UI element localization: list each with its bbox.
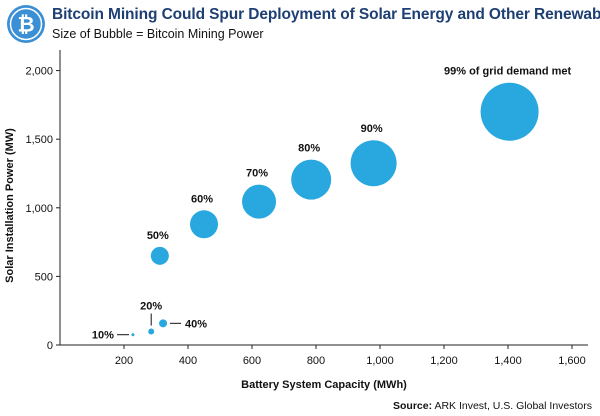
x-tick-label: 400 — [179, 355, 197, 367]
bubble — [242, 184, 277, 219]
x-tick-label: 200 — [115, 355, 133, 367]
bubble — [291, 159, 332, 200]
bubble-label: 99% of grid demand met — [444, 66, 571, 78]
svg-text:₿: ₿ — [17, 14, 34, 37]
y-tick-label: 1,500 — [25, 134, 53, 146]
x-tick-label: 800 — [307, 355, 325, 367]
bubble-label: 70% — [246, 168, 268, 180]
x-tick-label: 1,400 — [494, 355, 522, 367]
bubble — [480, 82, 539, 141]
y-tick-label: 500 — [35, 271, 53, 283]
x-tick-label: 600 — [243, 355, 261, 367]
chart-subtitle: Size of Bubble = Bitcoin Mining Power — [52, 27, 264, 41]
chart-header: ₿ Bitcoin Mining Could Spur Deployment o… — [6, 4, 600, 48]
bitcoin-logo-icon: ₿ — [7, 5, 45, 43]
bubble-label: 40% — [185, 318, 207, 330]
x-axis-label: Battery System Capacity (MWh) — [241, 379, 407, 391]
bubble — [350, 140, 397, 187]
bubble-label: 50% — [147, 230, 169, 242]
source-text: ARK Invest, U.S. Global Investors — [434, 400, 592, 412]
source-note: Source: ARK Invest, U.S. Global Investor… — [393, 400, 592, 412]
bubble-label: 80% — [298, 143, 320, 155]
bubble-label: 60% — [191, 193, 213, 205]
bubble-label: 10% — [92, 330, 114, 342]
bubble — [148, 328, 155, 335]
x-tick-label: 1,200 — [430, 355, 458, 367]
source-label: Source: — [393, 400, 433, 412]
y-tick-label: 1,000 — [25, 203, 53, 215]
y-axis-label: Solar Installation Power (MW) — [4, 128, 16, 283]
chart-title: Bitcoin Mining Could Spur Deployment of … — [52, 6, 600, 23]
x-tick-label: 1,000 — [366, 355, 394, 367]
bubble — [190, 210, 218, 239]
bubble — [159, 319, 168, 328]
bubble-label: 20% — [140, 301, 162, 313]
bubble — [131, 333, 135, 337]
y-tick-label: 2,000 — [25, 66, 53, 78]
x-tick-label: 1,600 — [558, 355, 586, 367]
y-tick-label: 0 — [47, 340, 53, 352]
bubble — [150, 246, 169, 265]
bubble-label: 90% — [361, 123, 383, 135]
